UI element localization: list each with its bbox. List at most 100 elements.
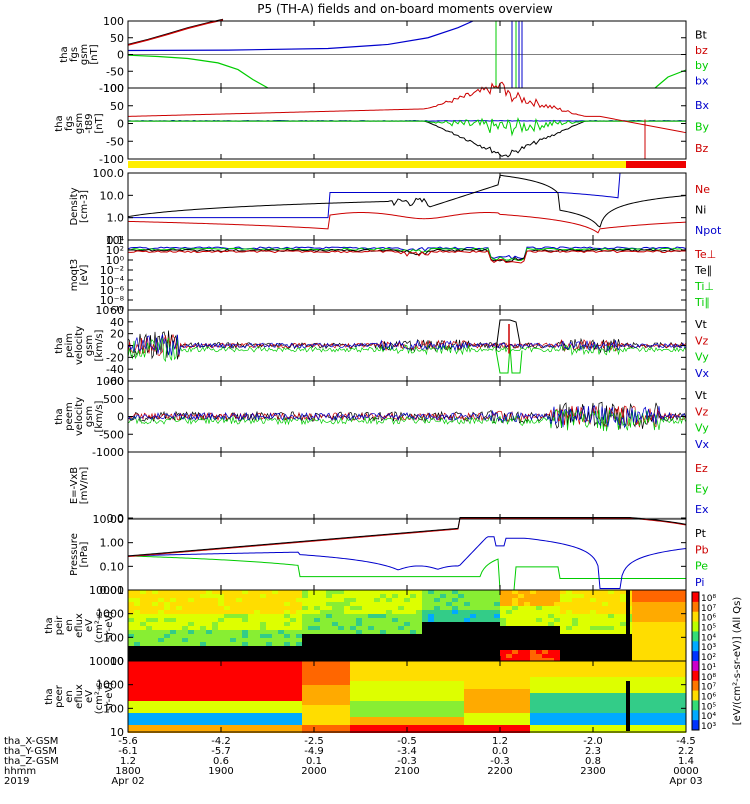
- spectrogram-cell: [524, 650, 530, 654]
- spectrogram-cell: [440, 665, 446, 669]
- spectrogram-cell: [500, 606, 506, 610]
- spectrogram-cell: [380, 713, 386, 717]
- spectrogram-cell: [344, 618, 350, 622]
- spectrogram-cell: [506, 673, 512, 677]
- spectrogram-cell: [362, 630, 368, 634]
- spectrogram-cell: [506, 705, 512, 709]
- spectrogram-cell: [614, 650, 620, 654]
- spectrogram-cell: [248, 725, 254, 729]
- spectrogram-cell: [404, 713, 410, 717]
- spectrogram-cell: [524, 618, 530, 622]
- spectrogram-cell: [452, 669, 458, 673]
- y-axis-label: (cm²-s-: [94, 678, 105, 714]
- spectrogram-cell: [572, 701, 578, 705]
- spectrogram-cell: [146, 618, 152, 622]
- spectrogram-cell: [260, 598, 266, 602]
- spectrogram-cell: [296, 658, 302, 662]
- spectrogram-cell: [398, 681, 404, 685]
- spectrogram-cell: [182, 673, 188, 677]
- spectrogram-cell: [566, 602, 572, 606]
- spectrogram-cell: [350, 594, 356, 598]
- spectrogram-cell: [608, 705, 614, 709]
- spectrogram-cell: [392, 598, 398, 602]
- spectrogram-cell: [134, 650, 140, 654]
- spectrogram-cell: [344, 622, 350, 626]
- spectrogram-cell: [302, 717, 308, 721]
- spectrogram-cell: [134, 669, 140, 673]
- spectrogram-cell: [224, 729, 230, 733]
- spectrogram-cell: [476, 622, 482, 626]
- spectrogram-cell: [410, 693, 416, 697]
- plot-title: P5 (TH-A) fields and on-board moments ov…: [257, 2, 553, 16]
- spectrogram-cell: [572, 618, 578, 622]
- spectrogram-cell: [524, 590, 530, 594]
- spectrogram-cell: [134, 673, 140, 677]
- spectrogram-cell: [296, 630, 302, 634]
- spectrogram-cell: [590, 618, 596, 622]
- spectrogram-cell: [470, 673, 476, 677]
- spectrogram-cell: [404, 622, 410, 626]
- spectrogram-cell: [170, 697, 176, 701]
- spectrogram-cell: [662, 594, 668, 598]
- colorbar-segment: [692, 661, 699, 672]
- spectrogram-cell: [290, 590, 296, 594]
- spectrogram-cell: [560, 701, 566, 705]
- spectrogram-cell: [608, 638, 614, 642]
- spectrogram-cell: [242, 697, 248, 701]
- spectrogram-cell: [254, 654, 260, 658]
- spectrogram-cell: [488, 594, 494, 598]
- spectrogram-cell: [194, 661, 200, 665]
- spectrogram-cell: [518, 610, 524, 614]
- spectrogram-cell: [566, 673, 572, 677]
- spectrogram-cell: [350, 598, 356, 602]
- spectrogram-cell: [500, 598, 506, 602]
- spectrogram-cell: [494, 590, 500, 594]
- spectrogram-cell: [422, 638, 428, 642]
- spectrogram-cell: [500, 697, 506, 701]
- spectrogram-cell: [314, 650, 320, 654]
- spectrogram-cell: [308, 614, 314, 618]
- spectrogram-cell: [314, 709, 320, 713]
- spectrogram-cell: [356, 642, 362, 646]
- spectrogram-cell: [248, 650, 254, 654]
- spectrogram-cell: [608, 614, 614, 618]
- spectrogram-cell: [296, 717, 302, 721]
- spectrogram-cell: [590, 602, 596, 606]
- spectrogram-cell: [482, 689, 488, 693]
- spectrogram-cell: [326, 634, 332, 638]
- spectrogram-cell: [482, 661, 488, 665]
- spectrogram-cell: [218, 705, 224, 709]
- spectrogram-cell: [488, 701, 494, 705]
- spectrogram-cell: [326, 590, 332, 594]
- spectrogram-cell: [536, 626, 542, 630]
- spectrogram-cell: [566, 669, 572, 673]
- spectrogram-cell: [236, 721, 242, 725]
- spectrogram-cell: [596, 602, 602, 606]
- spectrogram-cell: [314, 618, 320, 622]
- spectrogram-cell: [266, 650, 272, 654]
- spectrogram-cell: [386, 614, 392, 618]
- spectrogram-cell: [170, 713, 176, 717]
- spectrogram-cell: [662, 650, 668, 654]
- spectrogram-cell: [392, 701, 398, 705]
- spectrogram-cell: [230, 610, 236, 614]
- spectrogram-cell: [248, 638, 254, 642]
- spectrogram-cell: [482, 729, 488, 733]
- spectrogram-cell: [590, 606, 596, 610]
- spectrogram-cell: [200, 709, 206, 713]
- spectrogram-cell: [224, 701, 230, 705]
- spectrogram-cell: [254, 598, 260, 602]
- spectrogram-cell: [404, 634, 410, 638]
- spectrogram-cell: [590, 598, 596, 602]
- spectrogram-cell: [560, 606, 566, 610]
- spectrogram-cell: [416, 689, 422, 693]
- spectrogram-cell: [350, 713, 356, 717]
- spectrogram-cell: [368, 677, 374, 681]
- spectrogram-cell: [248, 705, 254, 709]
- spectrogram-cell: [488, 673, 494, 677]
- spectrogram-cell: [560, 634, 566, 638]
- spectrogram-cell: [356, 681, 362, 685]
- spectrogram-cell: [242, 689, 248, 693]
- spectrogram-cell: [662, 634, 668, 638]
- spectrogram-cell: [638, 661, 644, 665]
